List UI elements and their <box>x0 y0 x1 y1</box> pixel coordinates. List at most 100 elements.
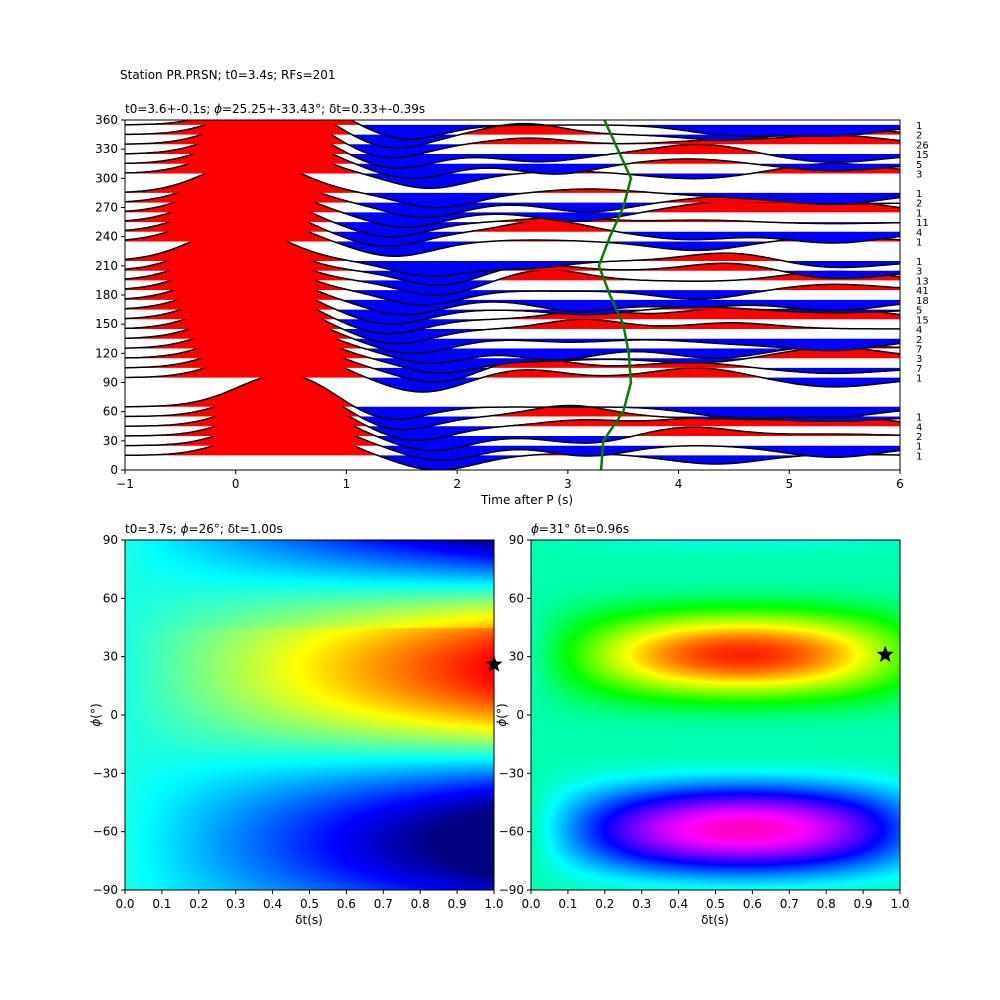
rf-count-label: 13 <box>916 276 929 287</box>
rf-count-label: 5 <box>916 306 922 317</box>
x-tick-label: 0.7 <box>374 897 393 911</box>
x-tick-label: 0.5 <box>706 897 725 911</box>
grid-right-title: ϕ=31° δt=0.96s <box>531 522 629 536</box>
rf-count-label: 15 <box>916 150 929 161</box>
rf-trace-negative-fill <box>125 445 900 461</box>
y-tick-label: 0 <box>110 463 118 477</box>
rf-trace-positive-fill <box>125 315 900 349</box>
grid-right-heatmap <box>531 540 900 890</box>
y-tick-label: −90 <box>93 883 118 897</box>
x-tick-label: 0.1 <box>558 897 577 911</box>
x-tick-label: 0.8 <box>817 897 836 911</box>
rf-count-label: 1 <box>916 413 922 424</box>
rf-trace-positive-fill <box>125 159 900 193</box>
rf-count-label: 1 <box>916 374 922 385</box>
rf-count-label: 2 <box>916 131 922 142</box>
rf-count-label: 3 <box>916 169 922 180</box>
x-tick-label: 0.9 <box>854 897 873 911</box>
y-tick-label: 60 <box>103 405 118 419</box>
x-tick-label: 1.0 <box>890 897 909 911</box>
x-tick-label: 1 <box>343 477 351 491</box>
y-tick-label: 240 <box>95 230 118 244</box>
grid-left-heatmap <box>125 540 494 890</box>
x-tick-label: 0.1 <box>152 897 171 911</box>
rf-count-label: 5 <box>916 160 922 171</box>
y-tick-label: −60 <box>499 825 524 839</box>
y-tick-label: 0 <box>110 708 118 722</box>
rf-trace-line <box>125 120 900 140</box>
y-tick-label: −90 <box>499 883 524 897</box>
x-tick-label: 0.6 <box>337 897 356 911</box>
rf-trace-negative-fill <box>125 124 900 139</box>
x-tick-label: 1.0 <box>484 897 503 911</box>
rf-count-label: 4 <box>916 325 922 336</box>
y-tick-label: 30 <box>103 650 118 664</box>
rf-trace-negative-fill <box>125 299 900 315</box>
x-tick-label: 0.0 <box>115 897 134 911</box>
rf-count-label: 1 <box>916 208 922 219</box>
x-tick-label: 0.9 <box>448 897 467 911</box>
y-tick-label: −30 <box>499 766 524 780</box>
y-tick-label: 360 <box>95 113 118 127</box>
rf-trace-positive-fill <box>125 383 900 417</box>
grid-left-ylabel: ϕ(°) <box>89 703 103 726</box>
rf-trace-negative-fill <box>125 241 900 257</box>
rf-trace-negative-fill <box>125 261 900 277</box>
rf-trace-negative-fill <box>125 154 900 169</box>
grid-right-panel: ϕ=31° δt=0.96s 0.0 0.1 0.2 0.3 0.4 0.5 0.6 0.7 0… <box>495 522 910 927</box>
rf-trace-line <box>125 373 900 420</box>
best-fit-star-icon <box>485 655 503 672</box>
rf-trace-negative-fill <box>125 134 900 148</box>
rf-trace-negative-fill <box>125 290 900 305</box>
x-tick-label: 6 <box>896 477 904 491</box>
y-tick-label: 300 <box>95 171 118 185</box>
y-tick-label: 90 <box>103 376 118 390</box>
rf-count-label: 4 <box>916 422 922 433</box>
rf-count-label: 26 <box>916 140 929 151</box>
y-tick-label: −60 <box>93 825 118 839</box>
rf-trace-negative-fill <box>125 192 900 208</box>
y-tick-label: 270 <box>95 201 118 215</box>
rf-count-label: 2 <box>916 432 922 443</box>
rf-trace-positive-fill <box>125 140 900 174</box>
x-tick-label: 5 <box>785 477 793 491</box>
rf-count-label: 3 <box>916 354 922 365</box>
grid-left-title: t0=3.7s; ϕ=26°; δt=1.00s <box>125 522 283 536</box>
y-tick-label: 120 <box>95 346 118 360</box>
rf-traces <box>125 120 900 470</box>
rf-panel-title: t0=3.6+-0.1s; ϕ=25.25+-33.43°; δt=0.33+-… <box>125 102 425 116</box>
x-tick-label: 0 <box>232 477 240 491</box>
rf-trace-positive-fill <box>125 120 900 145</box>
x-tick-label: 0.7 <box>780 897 799 911</box>
rf-trace-negative-fill <box>125 173 900 189</box>
rf-trace-positive-fill <box>125 296 900 329</box>
rf-trace-negative-fill <box>125 270 900 286</box>
x-tick-label: 0.2 <box>595 897 614 911</box>
rf-count-label: 1 <box>916 121 922 132</box>
y-tick-label: 330 <box>95 142 118 156</box>
rf-count-label: 2 <box>916 335 922 346</box>
rf-count-label: 3 <box>916 267 922 278</box>
x-tick-label: 3 <box>564 477 572 491</box>
grid-right-axes: 0.0 0.1 0.2 0.3 0.4 0.5 0.6 0.7 0.8 0.9 1.0 −90 −60 −… <box>499 533 910 911</box>
rf-count-label: 1 <box>916 189 922 200</box>
rf-panel-axes: −1 0 1 2 3 4 5 60306090120150180210240270300330… <box>95 113 904 491</box>
y-tick-label: 90 <box>103 533 118 547</box>
suptitle: Station PR.PRSN; t0=3.4s; RFs=201 <box>120 68 336 82</box>
rf-trace-positive-fill <box>125 305 900 339</box>
grid-right-best-star <box>876 645 894 662</box>
rf-count-label: 2 <box>916 199 922 210</box>
x-tick-label: 2 <box>453 477 461 491</box>
y-tick-label: 30 <box>103 434 118 448</box>
rf-trace-positive-fill <box>125 121 900 154</box>
y-tick-label: 180 <box>95 288 118 302</box>
rf-count-label: 7 <box>916 364 922 375</box>
rf-trace-negative-fill <box>125 455 900 470</box>
grid-left-panel: t0=3.7s; ϕ=26°; δt=1.00s 0.0 0.1 0.2 0.3 0.4… <box>89 522 504 927</box>
rf-trace-negative-fill <box>125 406 900 420</box>
y-tick-label: −30 <box>93 766 118 780</box>
rf-count-label: 1 <box>916 451 922 462</box>
rf-count-label: 11 <box>916 218 929 229</box>
